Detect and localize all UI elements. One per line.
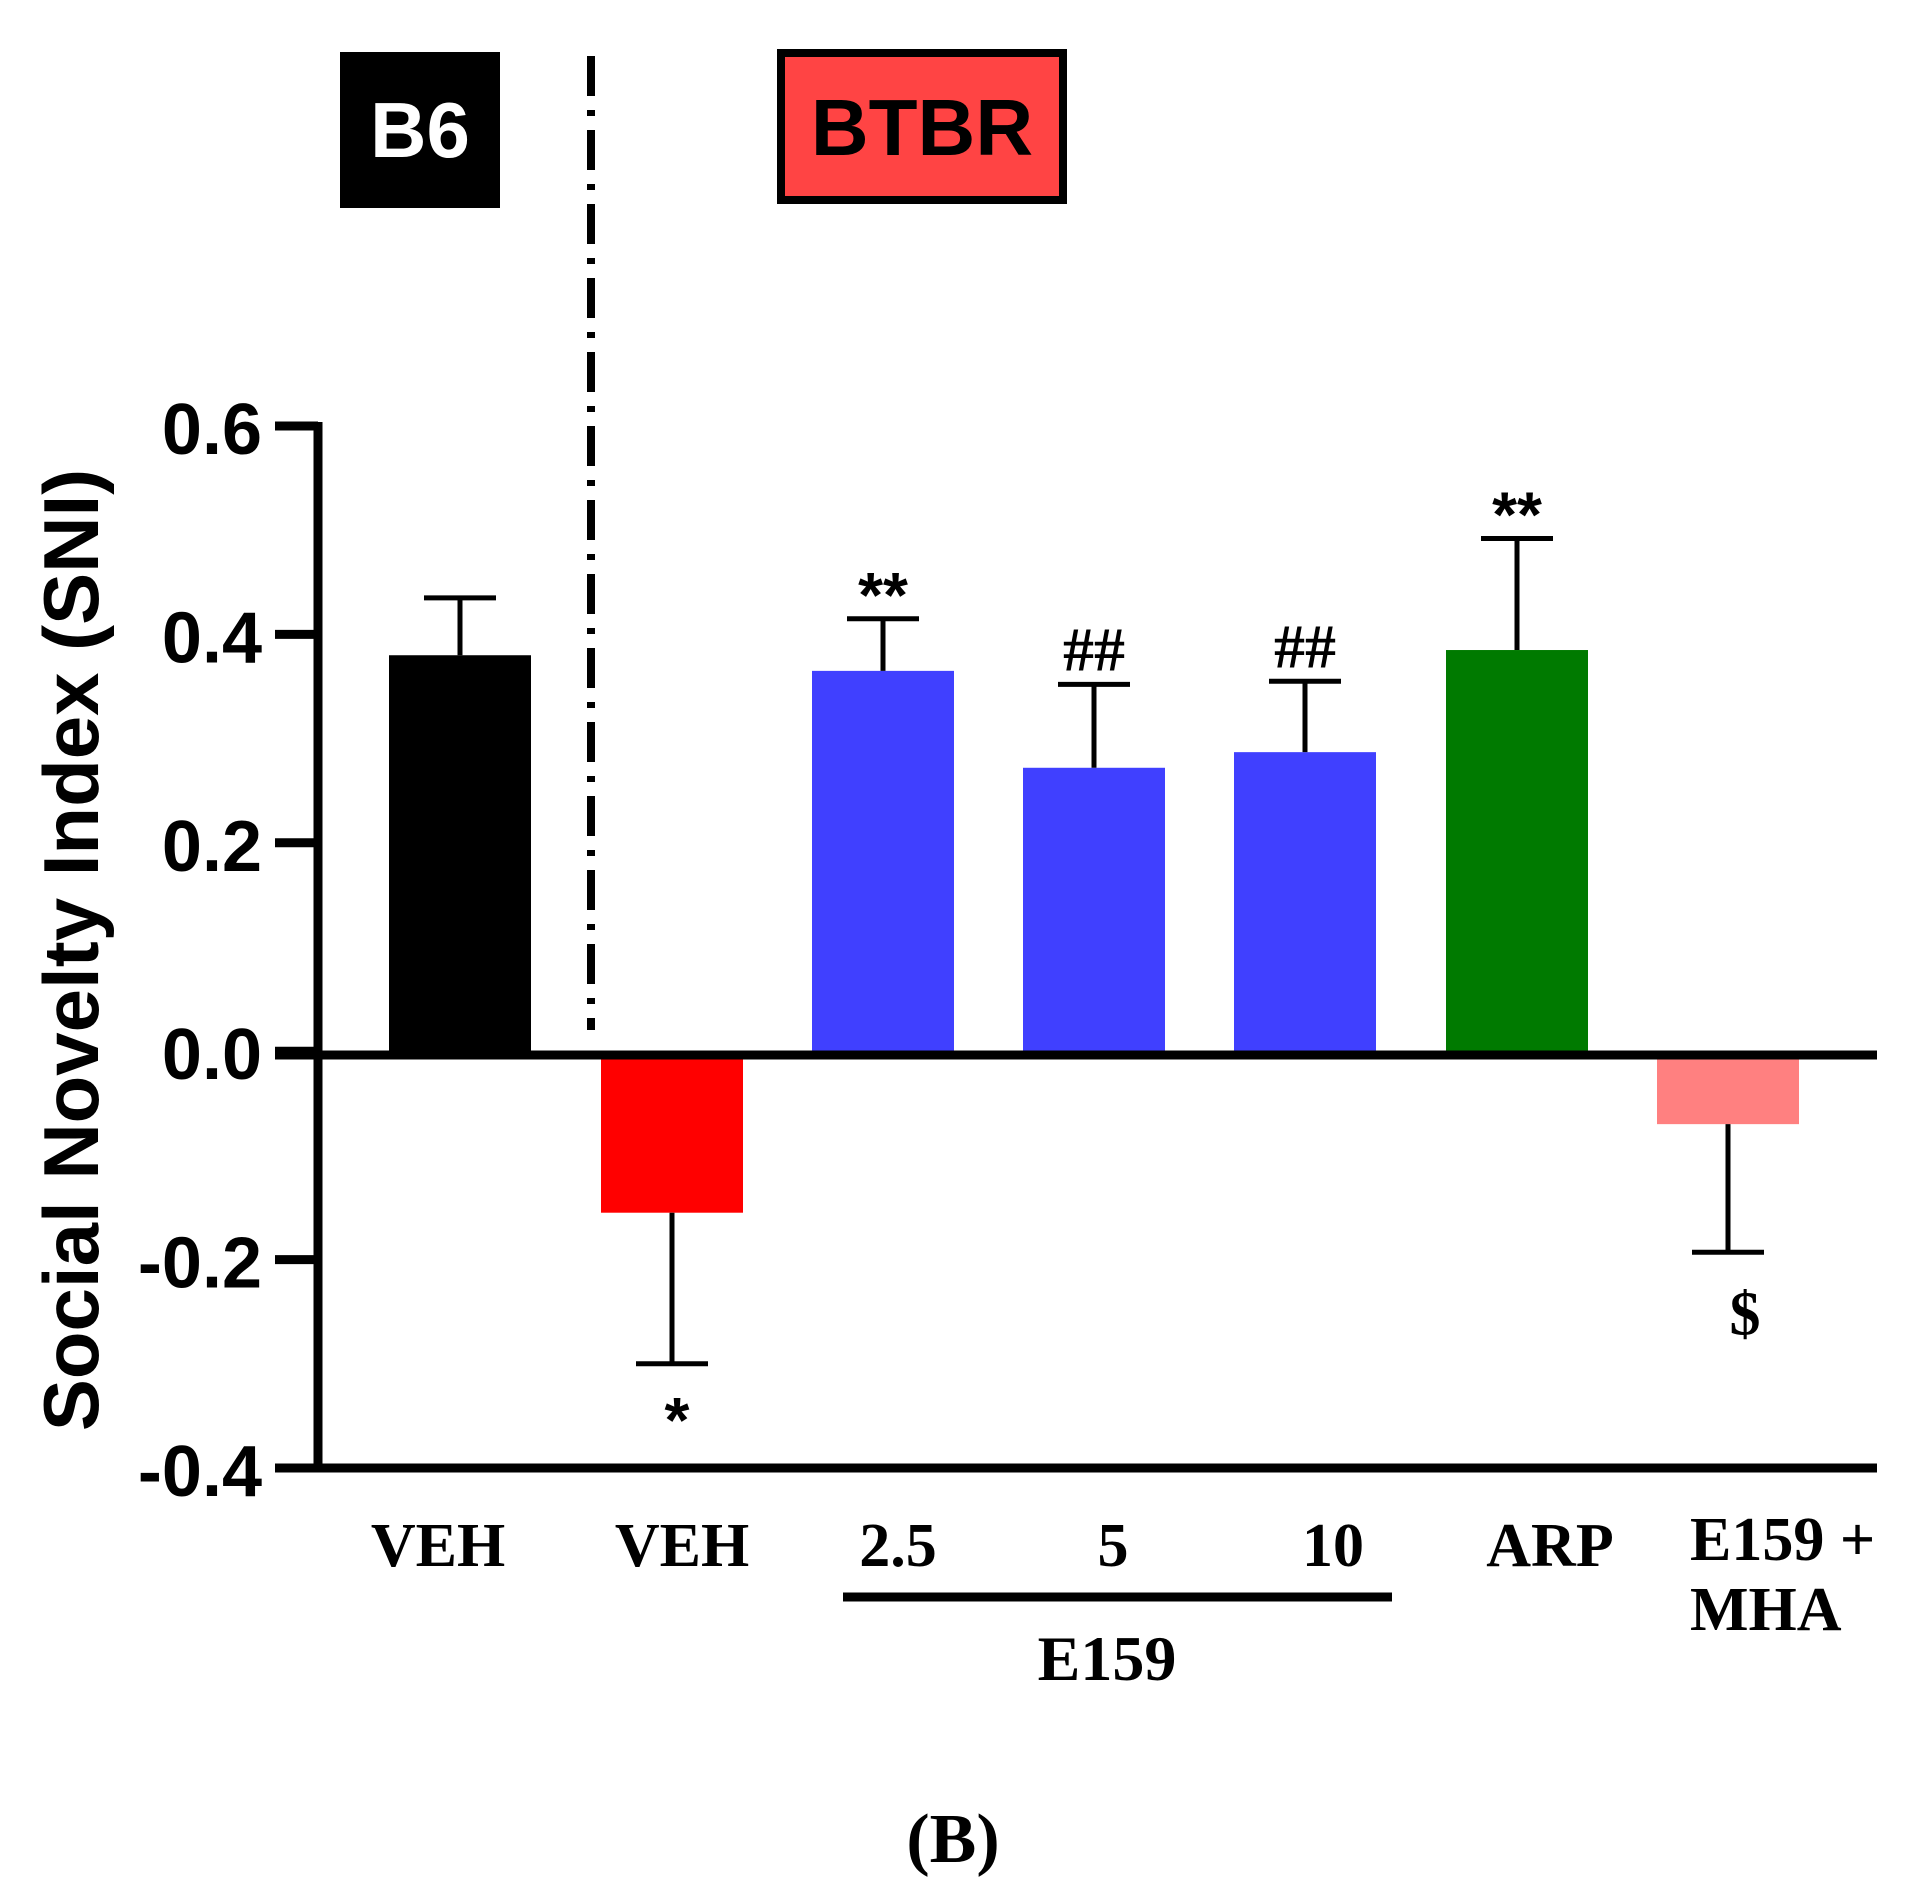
y-tick-label: 0.0: [162, 1015, 262, 1095]
bar-4: [1234, 752, 1376, 1052]
bar-5: [1446, 650, 1588, 1052]
bar-2: [812, 670, 954, 1052]
x-label-0: VEH: [371, 1512, 505, 1580]
b6-label: B6: [370, 86, 470, 174]
btbr-label: BTBR: [811, 83, 1033, 172]
error-bars: [424, 536, 1764, 1367]
x-label-3: 5: [1098, 1512, 1129, 1580]
x-label-6-line1: E159 +: [1690, 1506, 1875, 1574]
x-label-4: 10: [1302, 1512, 1364, 1580]
strain-label-btbr: BTBR: [777, 49, 1067, 204]
y-tick-label: 0.4: [162, 598, 262, 678]
y-tick-label: 0.6: [162, 390, 262, 470]
bars: [389, 650, 1799, 1213]
b6-box: [340, 52, 500, 208]
e159-group-label: E159: [1038, 1623, 1177, 1694]
significance-annotations: ***## ##**$: [665, 479, 1761, 1456]
bar-3: [1023, 767, 1165, 1052]
bar-0: [389, 655, 531, 1052]
annotation-2: **: [858, 559, 908, 631]
x-label-1: VEH: [615, 1512, 749, 1580]
annotation-6: $: [1730, 1280, 1761, 1348]
strain-label-b6: B6: [340, 52, 500, 208]
y-axis-ticks: -0.4 -0.2 0.0 0.2 0.4 0.6: [138, 390, 318, 1512]
y-tick-label: 0.2: [162, 807, 262, 887]
x-label-5: ARP: [1486, 1512, 1613, 1580]
y-tick-label: -0.2: [138, 1224, 262, 1304]
x-label-6-line2: MHA: [1690, 1576, 1842, 1644]
panel-label: (B): [906, 1801, 999, 1878]
x-axis-labels: VEH VEH 2.5 5 10 ARP E159 +MHA: [371, 1506, 1875, 1644]
annotation-5: **: [1492, 479, 1542, 551]
y-axis-title: Social Novelty Index (SNI): [27, 469, 115, 1431]
annotation-1: *: [665, 1384, 690, 1456]
annotation-4: ##: [1274, 613, 1336, 681]
annotation-3: ##: [1063, 616, 1125, 684]
bar-1: [601, 1051, 743, 1213]
x-label-2: 2.5: [859, 1512, 937, 1580]
bar-6: [1657, 1051, 1799, 1125]
y-tick-label: -0.4: [138, 1432, 262, 1512]
btbr-box: [777, 49, 1067, 204]
